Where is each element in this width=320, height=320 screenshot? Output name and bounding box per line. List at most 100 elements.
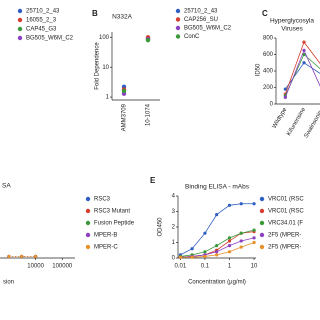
legend-marker	[175, 34, 181, 39]
legend-marker	[259, 196, 265, 202]
point	[252, 228, 256, 232]
point	[252, 202, 256, 206]
point	[178, 255, 182, 259]
point	[20, 254, 24, 259]
point	[283, 87, 287, 91]
point	[190, 255, 194, 259]
legend-marker	[259, 220, 265, 226]
legend-marker	[85, 232, 91, 238]
point	[302, 52, 306, 57]
y-tick-label: 10	[102, 65, 109, 71]
point	[203, 231, 207, 235]
legend-label: 2F5 (MPER-	[268, 233, 301, 239]
legend-label: MPER-B	[94, 233, 117, 239]
y-tick-label: 200	[263, 85, 274, 91]
legend-label: RSC3	[94, 197, 111, 203]
chart-title: N332A	[112, 14, 133, 21]
legend-marker	[175, 8, 181, 14]
panel-label: E	[150, 176, 156, 185]
legend-marker	[259, 232, 265, 238]
point	[203, 254, 207, 259]
legend-label: ConC	[184, 34, 200, 40]
legend-marker	[259, 208, 265, 214]
y-tick-label: 1	[106, 95, 110, 101]
legend-label: MPER-C	[94, 245, 118, 251]
legend-label: CAP45_G3	[26, 27, 57, 33]
y-tick-label: 4	[172, 194, 176, 200]
point	[283, 95, 287, 99]
legend-label: 25710_2_43	[26, 9, 60, 15]
chart-title: Hyperglycosyla	[270, 18, 314, 25]
legend-label: RSC3 Mutant	[94, 209, 130, 215]
point	[302, 61, 306, 65]
point	[34, 254, 38, 259]
point	[252, 236, 256, 240]
point	[215, 213, 219, 217]
legend-label: 16055_2_3	[26, 18, 57, 24]
point	[227, 203, 232, 207]
point	[239, 239, 243, 243]
x-axis-label: sion	[3, 280, 14, 286]
y-tick-label: 2	[172, 225, 176, 231]
point	[7, 254, 11, 259]
legend-marker	[259, 244, 265, 250]
point	[252, 240, 256, 245]
point	[227, 239, 232, 243]
y-tick-label: 3	[172, 209, 176, 215]
point	[215, 244, 219, 248]
y-tick-label: 100	[99, 35, 110, 41]
x-tick-label: AMM3709	[122, 103, 128, 131]
legend-marker	[17, 26, 23, 32]
legend-marker	[17, 8, 23, 14]
point	[121, 88, 127, 94]
point	[239, 202, 243, 206]
legend-label: CAP256_SU	[184, 17, 218, 23]
chart-title: SA	[2, 183, 11, 190]
y-tick-label: 0	[270, 102, 274, 108]
point	[215, 250, 219, 254]
x-tick-label: 1	[228, 264, 232, 270]
panel-label: C	[262, 9, 268, 18]
point	[302, 40, 306, 44]
legend-label: VRC01 (RSC	[268, 209, 304, 215]
legend-marker	[17, 17, 23, 23]
y-tick-label: 0	[172, 256, 176, 262]
y-axis-label: ID50	[256, 63, 262, 76]
x-tick-label: 10000	[27, 264, 44, 270]
legend-label: BG505_W6M_C2	[26, 36, 74, 42]
legend-marker	[175, 17, 181, 22]
legend-marker	[85, 244, 91, 250]
point	[227, 236, 232, 240]
point	[302, 48, 306, 52]
legend-label: VRC34.01 (F	[268, 221, 303, 227]
legend-marker	[85, 196, 91, 202]
legend-marker	[85, 208, 91, 214]
chart-subtitle: Viruses	[281, 26, 303, 33]
legend-label: Fusion Peptide	[94, 221, 135, 227]
x-axis-label: Concentration (µg/ml)	[188, 280, 246, 286]
point	[190, 247, 194, 251]
point	[227, 250, 232, 254]
legend-label: 25710_2_43	[184, 9, 218, 15]
legend-label: VRC01 (RSC	[268, 197, 304, 203]
y-tick-label: 1	[172, 240, 176, 246]
x-tick-label: 10	[251, 264, 258, 270]
y-axis-label: OD450	[158, 217, 164, 237]
point	[203, 250, 207, 254]
legend-marker	[85, 220, 91, 226]
y-axis-label: Fold Dependence	[95, 42, 101, 90]
legend-label: BG505_W6M_C2	[184, 26, 232, 32]
chart-title: Binding ELISA - mAbs	[185, 184, 250, 191]
x-tick-label: 100000	[52, 264, 73, 270]
point	[239, 245, 243, 249]
point	[227, 244, 232, 248]
x-tick-label: 0.1	[201, 264, 210, 270]
point	[215, 253, 219, 257]
y-tick-label: 400	[263, 69, 274, 75]
x-tick-label: 0.01	[175, 264, 187, 270]
x-tick-label: 10-1074	[146, 103, 152, 126]
legend-marker	[175, 25, 181, 31]
point	[145, 37, 151, 43]
